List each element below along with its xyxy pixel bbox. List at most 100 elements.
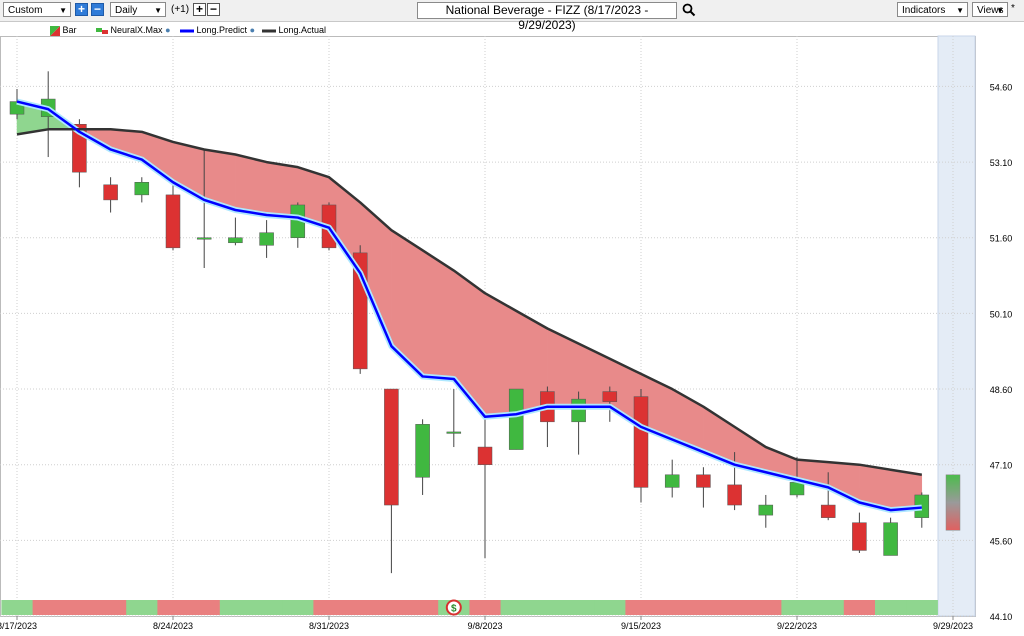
y-tick-label: 45.60 — [990, 536, 1013, 546]
signal-strip-cell — [750, 600, 782, 615]
period-select-value: Daily — [115, 5, 138, 16]
signal-strip-cell — [625, 600, 658, 615]
signal-strip-cell — [563, 600, 595, 615]
signal-strip-cell — [95, 600, 127, 615]
candle-body — [165, 194, 181, 249]
y-tick-label: 47.10 — [990, 461, 1013, 471]
signal-strip-cell — [875, 600, 907, 615]
indicators-select[interactable]: Indicators ▼ — [897, 2, 968, 17]
candle-body — [415, 424, 430, 478]
indicators-select-value: Indicators — [902, 5, 946, 16]
bar-swatch-icon — [50, 25, 60, 36]
band-below-actual — [235, 154, 267, 216]
zoom-out-button[interactable]: − — [91, 3, 104, 16]
zoom-in-button[interactable]: + — [75, 3, 88, 16]
pin-icon[interactable]: * — [1011, 3, 1015, 14]
info-dot-icon[interactable]: ● — [165, 25, 171, 35]
x-tick-label: 9/29/2023 — [933, 621, 973, 631]
signal-strip-cell — [687, 600, 720, 615]
candle-body — [758, 504, 774, 516]
offset-decrease-button[interactable]: − — [207, 3, 220, 16]
signal-marker-icon — [445, 599, 462, 616]
long-actual-line — [16, 128, 922, 477]
signal-strip-cell — [157, 600, 190, 615]
signal-strip-cell — [313, 600, 346, 615]
signal-strip-cell — [63, 600, 96, 615]
candle-body — [789, 482, 805, 496]
signal-strip-cell — [188, 600, 221, 615]
candle-body — [103, 184, 118, 201]
candle-body — [446, 431, 462, 434]
legend-item-predict: Long.Predict ● — [180, 24, 255, 36]
x-tick-label: 9/22/2023 — [777, 621, 817, 631]
long-predict-line — [16, 100, 922, 512]
signal-strip-cell — [375, 600, 408, 615]
signal-strip-cell — [843, 600, 876, 615]
signal-strip-cell — [594, 600, 626, 615]
neuralx-swatch-icon — [96, 27, 108, 34]
candle-body — [259, 232, 274, 246]
price-chart[interactable]: 54.60 53.10 51.60 50.10 48.60 47.10 45.60 44.10… — [0, 22, 1024, 636]
signal-strip-cell — [719, 600, 751, 615]
y-tick-label: 51.60 — [990, 234, 1013, 244]
signal-strip-cell — [126, 600, 158, 615]
period-select[interactable]: Daily ▼ — [110, 2, 166, 17]
legend-label-actual: Long.Actual — [278, 25, 327, 35]
legend-item-bar: Bar — [50, 24, 77, 36]
candle-body — [883, 522, 898, 556]
chevron-down-icon: ▼ — [996, 6, 1004, 15]
candle-body — [384, 388, 399, 506]
legend-label-bar: Bar — [62, 25, 77, 35]
signal-strip-cell — [219, 600, 252, 615]
legend-label-neuralx: NeuralX.Max — [110, 25, 163, 35]
signal-strip-cell — [1, 600, 34, 615]
offset-increase-button[interactable]: + — [193, 3, 206, 16]
views-select-value: Views — [977, 5, 1004, 16]
predicted-candle — [945, 474, 961, 531]
range-select-value: Custom — [8, 5, 43, 16]
chevron-down-icon: ▼ — [956, 6, 964, 15]
signal-strip-cell — [251, 600, 283, 615]
search-icon[interactable] — [682, 3, 696, 17]
y-tick-label: 44.10 — [990, 612, 1013, 622]
candle-body — [228, 237, 243, 244]
offset-label: (+1) — [171, 4, 190, 15]
candle-body — [727, 484, 742, 506]
signal-strip-cell — [906, 600, 938, 615]
y-tick-label: 53.10 — [990, 158, 1013, 168]
candle-body — [852, 522, 867, 551]
y-tick-label: 48.60 — [990, 385, 1013, 395]
candle-body — [664, 474, 680, 488]
signal-strip-cell — [531, 600, 564, 615]
signal-strip-cell — [407, 600, 439, 615]
candle-body — [477, 446, 493, 465]
candle-body — [196, 237, 212, 240]
signal-strip-cell — [812, 600, 845, 615]
x-tick-label: 9/8/2023 — [467, 621, 502, 631]
legend-label-predict: Long.Predict — [196, 25, 248, 35]
signal-strip-cell — [282, 600, 314, 615]
predict-swatch-icon — [180, 29, 194, 33]
candle-body — [696, 474, 711, 488]
band-below-actual — [422, 249, 455, 380]
candle-body — [602, 391, 618, 402]
chart-title-text: National Beverage - FIZZ (8/17/2023 - 9/… — [445, 3, 649, 32]
signal-strip-cell — [469, 600, 502, 615]
signal-strip-cell — [781, 600, 814, 615]
signal-strip-cell — [344, 600, 377, 615]
toolbar: Custom ▼ + − Daily ▼ (+1) + − National B… — [0, 0, 1024, 32]
range-select[interactable]: Custom ▼ — [3, 2, 71, 17]
chevron-down-icon: ▼ — [59, 6, 67, 15]
chart-title: National Beverage - FIZZ (8/17/2023 - 9/… — [417, 2, 677, 32]
candle-body — [508, 388, 524, 450]
signal-strip-cell — [32, 600, 65, 615]
x-tick-label: 8/17/2023 — [0, 621, 37, 631]
info-dot-icon[interactable]: ● — [249, 25, 256, 35]
legend-item-neuralx: NeuralX.Max ● — [96, 24, 171, 36]
chevron-down-icon: ▼ — [154, 6, 162, 15]
y-tick-label: 50.10 — [990, 309, 1013, 319]
signal-marker-label: $ — [451, 604, 457, 615]
views-select[interactable]: Views ▼ — [972, 2, 1008, 17]
x-tick-label: 8/31/2023 — [309, 621, 349, 631]
candle-body — [633, 396, 649, 488]
